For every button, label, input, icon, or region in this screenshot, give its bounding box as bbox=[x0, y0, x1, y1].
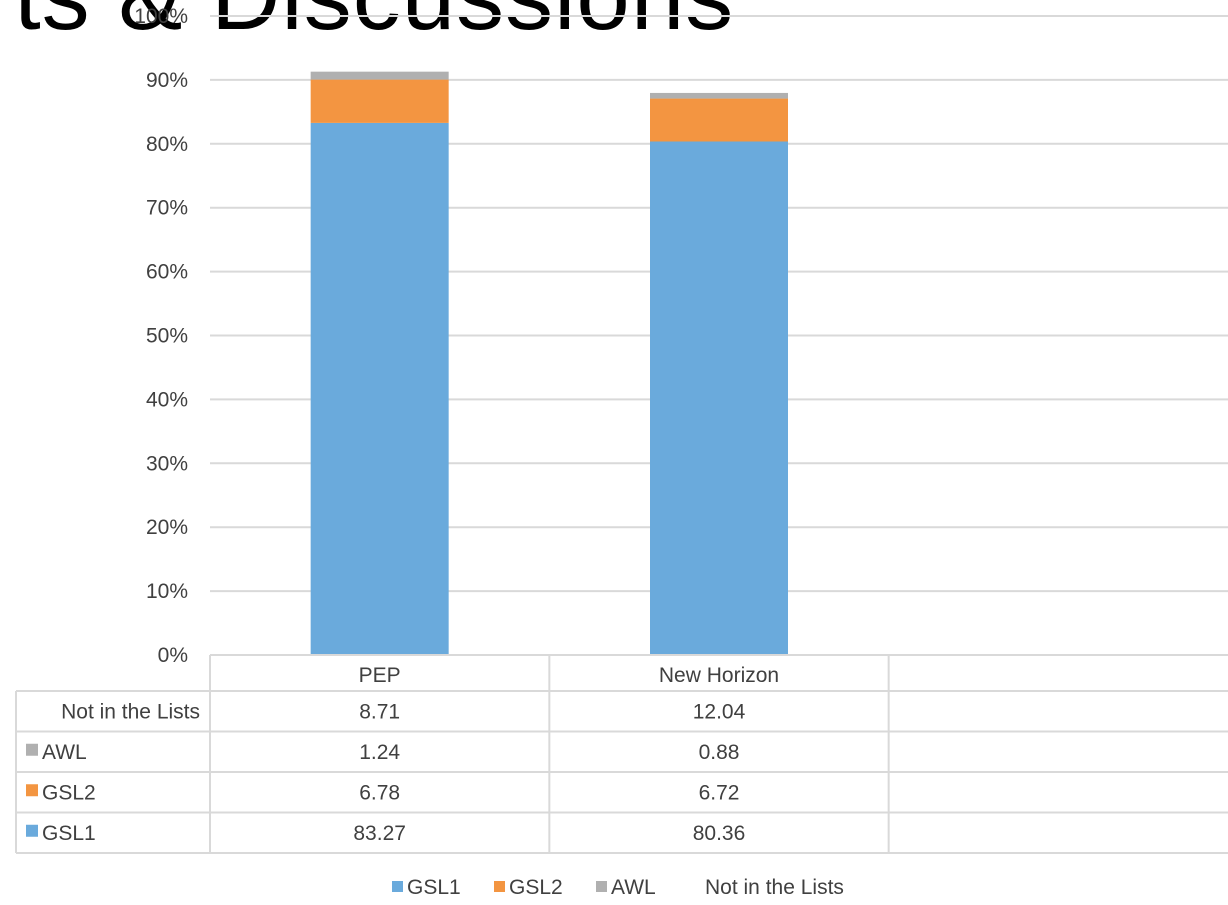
y-tick-label: 50% bbox=[146, 325, 188, 348]
bar-segment-gsl2 bbox=[310, 79, 449, 123]
legend-label: Not in the Lists bbox=[705, 876, 844, 899]
table-cell-value: 12.04 bbox=[693, 700, 746, 723]
bar-segment-gsl1 bbox=[650, 141, 788, 655]
data-table: PEP New Horizon Not in the Lists 8.71 12.04 A… bbox=[15, 654, 1228, 854]
table-legend-key bbox=[26, 743, 38, 756]
bar-segment-gsl1 bbox=[310, 122, 449, 655]
y-tick-label: 10% bbox=[146, 580, 188, 603]
y-tick-label: 100% bbox=[134, 5, 188, 28]
y-tick-label: 20% bbox=[146, 516, 188, 539]
y-axis-tick-labels: 0% 10% 20% 30% 40% 50% 60% 70% 80% 90% 100% bbox=[134, 5, 188, 667]
table-cell-value: 8.71 bbox=[359, 700, 400, 723]
legend-key bbox=[596, 881, 607, 892]
table-row-label: Not in the Lists bbox=[61, 700, 200, 723]
legend-key bbox=[392, 881, 403, 892]
legend-label: AWL bbox=[611, 876, 656, 899]
y-tick-label: 90% bbox=[146, 69, 188, 92]
table-legend-key bbox=[26, 784, 38, 797]
table-legend-key bbox=[26, 824, 38, 837]
table-cell-value: 80.36 bbox=[693, 822, 746, 845]
legend-label: GSL1 bbox=[407, 876, 461, 899]
table-cell-value: 83.27 bbox=[353, 822, 406, 845]
y-tick-label: 60% bbox=[146, 261, 188, 284]
legend-label: GSL2 bbox=[509, 876, 563, 899]
x-category-label: PEP bbox=[359, 664, 401, 687]
table-row-label: AWL bbox=[42, 741, 87, 764]
y-tick-label: 0% bbox=[158, 644, 188, 667]
table-row-label: GSL2 bbox=[42, 781, 96, 804]
bar-segment-awl bbox=[310, 71, 449, 80]
table-row-label: GSL1 bbox=[42, 822, 96, 845]
table-cell-value: 1.24 bbox=[359, 741, 400, 764]
table-cell-value: 0.88 bbox=[699, 741, 740, 764]
legend: GSL1 GSL2 AWL Not in the Lists bbox=[392, 876, 844, 899]
bars bbox=[310, 71, 788, 655]
x-category-label: New Horizon bbox=[659, 664, 779, 687]
table-cell-value: 6.78 bbox=[359, 781, 400, 804]
bar-segment-awl bbox=[650, 92, 788, 99]
bar-segment-gsl2 bbox=[650, 98, 788, 142]
y-tick-label: 30% bbox=[146, 452, 188, 475]
y-tick-label: 40% bbox=[146, 388, 188, 411]
legend-key bbox=[494, 881, 505, 892]
y-tick-label: 70% bbox=[146, 197, 188, 220]
slide-title-fragment: ts & Discussions bbox=[14, 0, 734, 52]
table-cell-value: 6.72 bbox=[699, 781, 740, 804]
y-tick-label: 80% bbox=[146, 133, 188, 156]
